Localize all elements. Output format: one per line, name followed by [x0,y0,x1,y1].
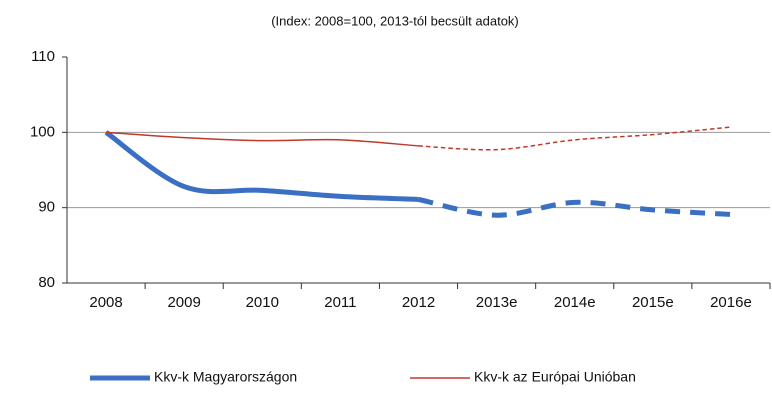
legend-label: Kkv-k az Európai Unióban [474,369,636,385]
y-tick-label: 90 [38,199,55,216]
x-tick-label: 2011 [324,294,356,311]
x-tick-label: 2016e [710,294,752,311]
y-tick-label: 100 [30,123,55,140]
legend-label: Kkv-k Magyarországon [154,369,297,385]
series-line [417,196,732,218]
x-tick-label: 2010 [246,294,279,311]
x-tick-label: 2008 [89,294,122,311]
x-tick-label: 2013e [476,294,518,311]
x-tick-label: 2009 [167,294,200,311]
x-tick-label: 2012 [402,294,435,311]
x-tick-label: 2015e [632,294,674,311]
chart-subtitle: (Index: 2008=100, 2013-tól becsült adato… [271,13,519,28]
y-tick-label: 110 [31,48,55,65]
series-line [418,126,732,151]
y-tick-label: 80 [38,274,55,291]
series-line [106,131,419,147]
series-line [104,130,419,202]
x-tick-label: 2014e [554,294,596,311]
